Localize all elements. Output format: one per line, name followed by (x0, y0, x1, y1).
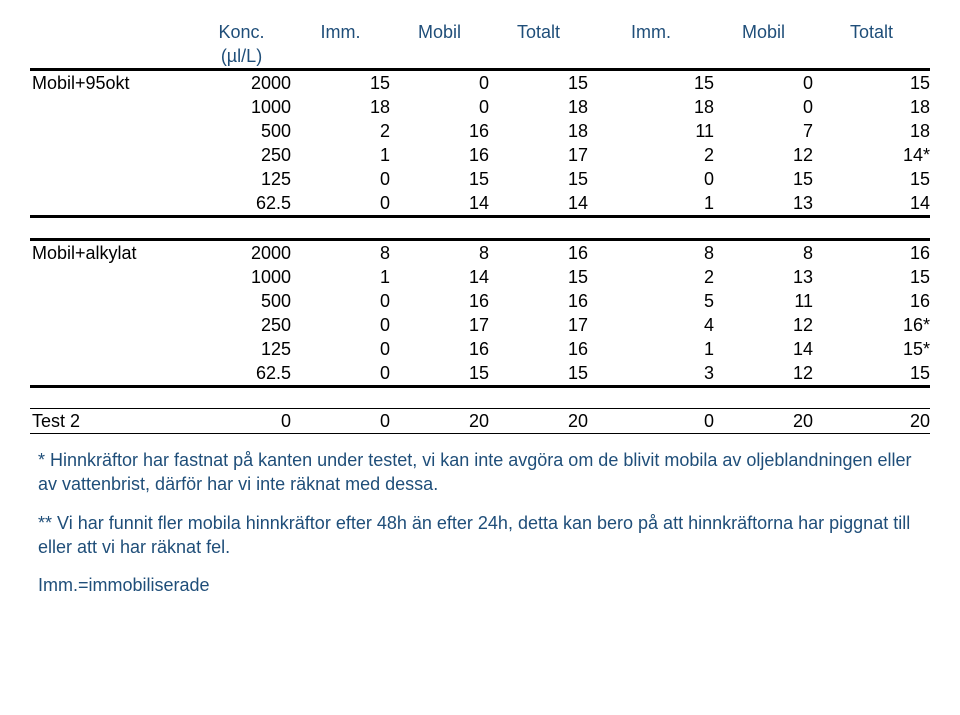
footnote-3: Imm.=immobiliserade (38, 573, 920, 597)
test2-row: Test 200202002020 (30, 409, 930, 434)
footnote-1: * Hinnkräftor har fastnat på kanten unde… (38, 448, 920, 497)
footnote-2: ** Vi har funnit fler mobila hinnkräftor… (38, 511, 920, 560)
data-table: Konc.Imm.MobilTotaltImm.MobilTotalt(µl/L… (30, 20, 930, 434)
